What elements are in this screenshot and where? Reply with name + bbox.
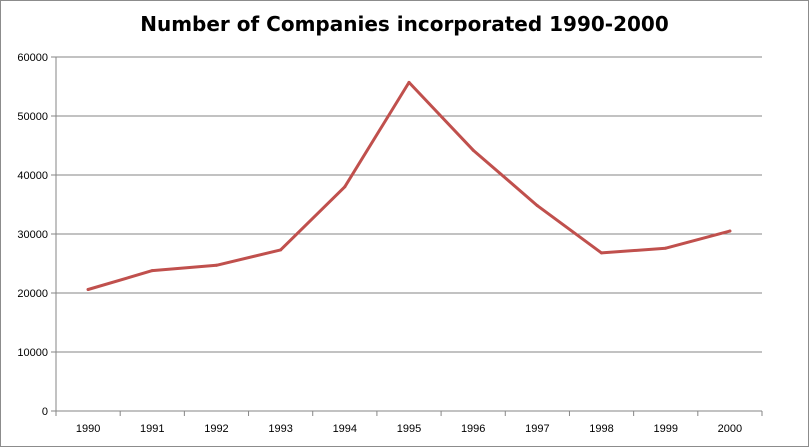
y-tick-label: 10000 bbox=[17, 347, 48, 359]
x-tick-label: 1993 bbox=[268, 423, 292, 435]
y-tick-labels: 0 10000 20000 30000 40000 50000 60000 bbox=[17, 52, 48, 418]
x-tick-label: 1994 bbox=[333, 423, 357, 435]
data-point bbox=[343, 185, 347, 189]
data-point bbox=[471, 148, 475, 152]
y-tick-label: 0 bbox=[42, 406, 48, 418]
x-tick-label: 1992 bbox=[204, 423, 228, 435]
chart-title: Number of Companies incorporated 1990-20… bbox=[140, 12, 669, 36]
data-point bbox=[600, 251, 604, 255]
data-point bbox=[407, 80, 411, 84]
y-tick-label: 50000 bbox=[17, 111, 48, 123]
y-tick-label: 20000 bbox=[17, 288, 48, 300]
gridlines bbox=[56, 56, 762, 353]
data-point bbox=[150, 269, 154, 273]
x-tick-label: 1998 bbox=[589, 423, 613, 435]
data-point bbox=[535, 204, 539, 208]
axes bbox=[51, 56, 763, 416]
data-point bbox=[214, 263, 218, 267]
y-tick-label: 60000 bbox=[17, 52, 48, 64]
data-point bbox=[664, 246, 668, 250]
x-tick-label: 1997 bbox=[525, 423, 549, 435]
x-tick-label: 1996 bbox=[461, 423, 485, 435]
data-point bbox=[279, 248, 283, 252]
x-tick-label: 2000 bbox=[718, 423, 742, 435]
x-tick-label: 1999 bbox=[653, 423, 677, 435]
series-layer bbox=[86, 80, 732, 291]
y-tick-label: 30000 bbox=[17, 229, 48, 241]
x-tick-labels: 1990 1991 1992 1993 1994 1995 1996 1997 1998 1999… bbox=[76, 423, 742, 435]
x-tick-label: 1990 bbox=[76, 423, 100, 435]
data-point bbox=[728, 229, 732, 233]
x-tick-label: 1991 bbox=[140, 423, 164, 435]
y-tick-label: 40000 bbox=[17, 170, 48, 182]
series-line bbox=[86, 80, 732, 291]
data-point bbox=[86, 287, 90, 291]
x-tick-label: 1995 bbox=[397, 423, 421, 435]
